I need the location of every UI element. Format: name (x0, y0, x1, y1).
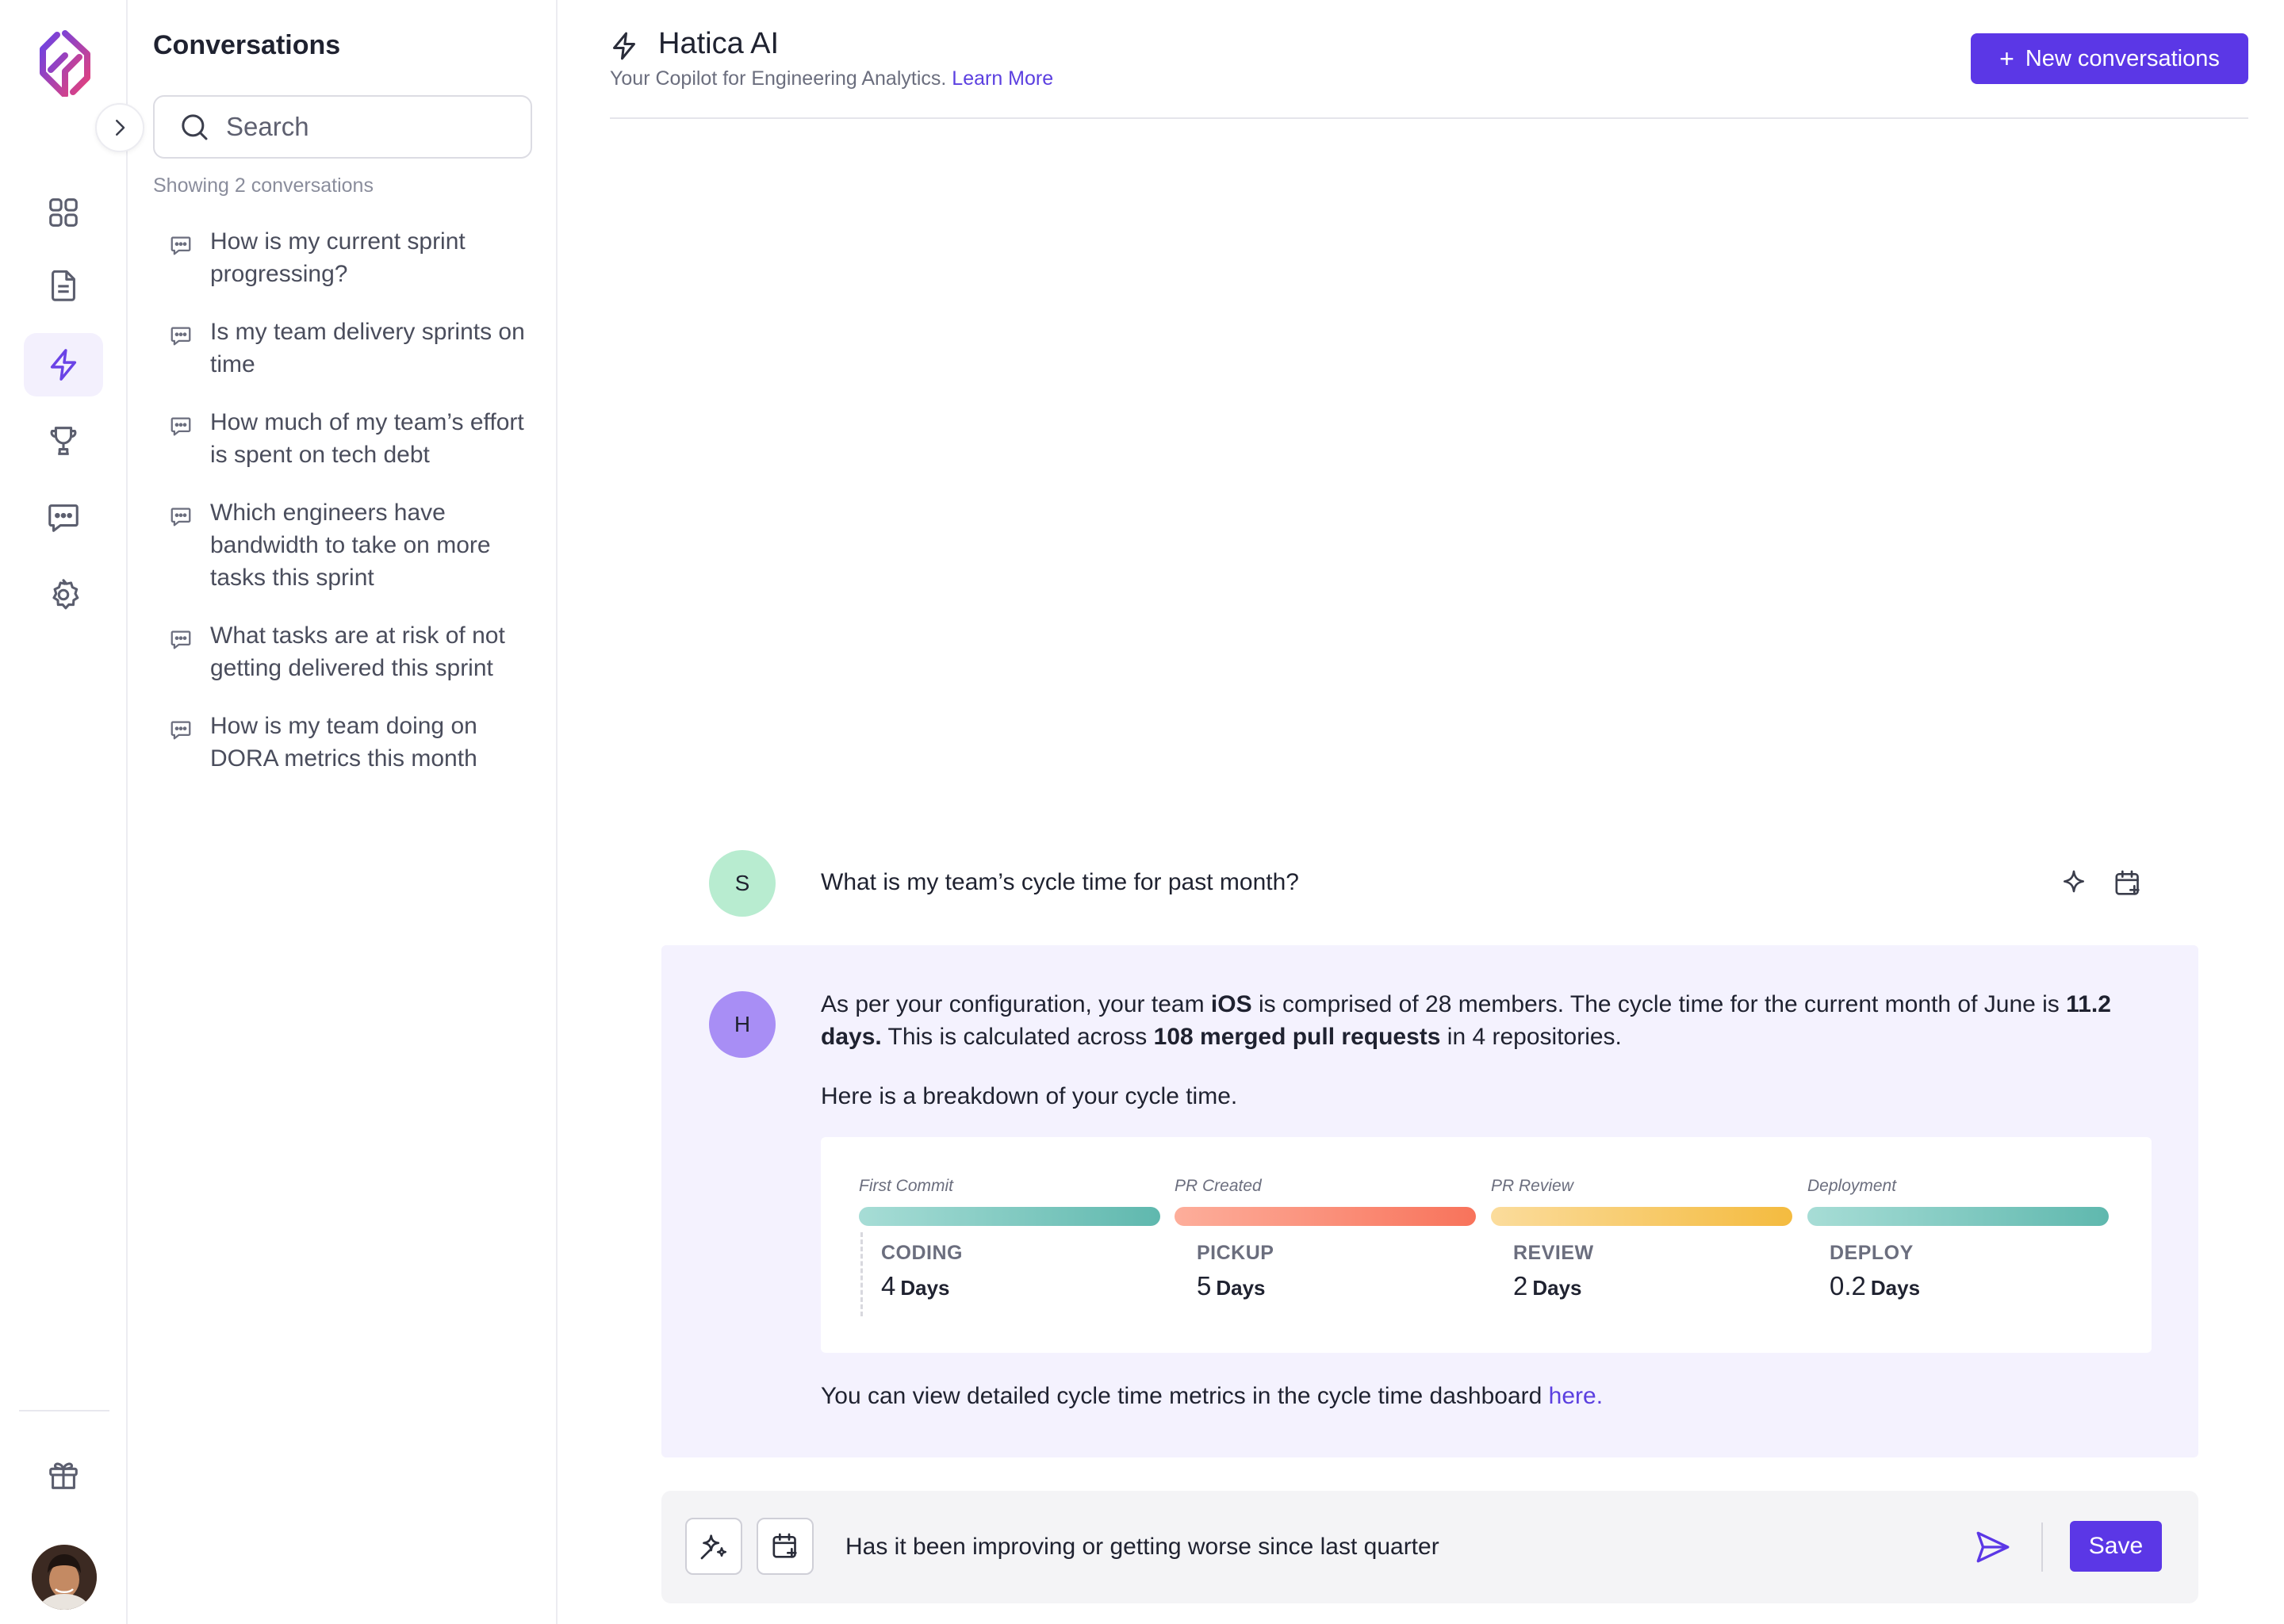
conversation-item[interactable]: How is my current sprint progressing? (169, 225, 534, 290)
stage-bar (859, 1207, 1160, 1226)
rail-divider (19, 1410, 109, 1411)
stage-value: 4 Days (881, 1271, 950, 1300)
chat-bubble-icon (171, 417, 191, 436)
answer-card: H As per your configuration, your team i… (661, 945, 2198, 1457)
magic-sparkle-icon (700, 1534, 726, 1560)
stage-label: PR Created (1175, 1177, 1262, 1195)
conversations-panel: Conversations Showing 2 conversations Ho… (129, 0, 558, 1624)
ai-suggest-button[interactable] (685, 1518, 742, 1575)
chat-icon[interactable] (24, 485, 103, 549)
gear-icon[interactable] (24, 563, 103, 626)
stage-bar (1491, 1207, 1792, 1226)
hatica-logo-icon[interactable] (33, 30, 97, 97)
breakdown-stage-coding: First Commit CODING 4 Days (859, 1177, 1160, 1301)
main-panel: Hatica AI Your Copilot for Engineering A… (559, 0, 2284, 1624)
breakdown-stage-review: PR Review REVIEW 2 Days (1491, 1177, 1792, 1301)
gift-icon[interactable] (24, 1443, 103, 1507)
stage-value: 5 Days (1197, 1271, 1266, 1300)
conversation-item[interactable]: Which engineers have bandwidth to take o… (169, 496, 534, 594)
stage-label: PR Review (1491, 1177, 1573, 1195)
chevron-right-icon (116, 120, 125, 136)
breakdown-stage-deploy: Deployment DEPLOY 0.2 Days (1807, 1177, 2109, 1301)
chat-bubble-icon (171, 327, 191, 346)
sparkle-icon[interactable] (2058, 868, 2090, 899)
stage-bar (1807, 1207, 2109, 1226)
new-conversation-button[interactable]: + New conversations (1971, 33, 2248, 84)
stage-bar (1175, 1207, 1476, 1226)
search-input[interactable] (224, 111, 510, 143)
conversations-title: Conversations (153, 30, 341, 60)
chat-bubble-icon (171, 630, 191, 649)
user-avatar: S (709, 850, 776, 917)
showing-count: Showing 2 conversations (153, 174, 374, 197)
page-subtitle: Your Copilot for Engineering Analytics. … (610, 67, 1053, 90)
composer-divider (2041, 1522, 2043, 1572)
new-conversation-label: New conversations (2025, 45, 2220, 71)
stage-label: First Commit (859, 1177, 953, 1195)
conversation-label: Is my team delivery sprints on time (210, 319, 525, 377)
conversation-label: What tasks are at risk of not getting de… (210, 622, 505, 681)
subtitle-text: Your Copilot for Engineering Analytics. (610, 67, 947, 90)
header-divider (610, 117, 2248, 119)
page-title: Hatica AI (658, 27, 780, 60)
conversation-item[interactable]: What tasks are at risk of not getting de… (169, 619, 534, 684)
stage-name: REVIEW (1513, 1242, 1594, 1264)
conversation-label: How much of my team’s effort is spent on… (210, 409, 524, 468)
bolt-icon[interactable] (24, 333, 103, 396)
breakdown-stage-pickup: PR Created PICKUP 5 Days (1175, 1177, 1476, 1301)
trophy-icon[interactable] (24, 409, 103, 473)
avatar[interactable] (32, 1545, 97, 1610)
team-name: iOS (1210, 991, 1252, 1017)
conversation-label: How is my current sprint progressing? (210, 228, 466, 287)
answer-paragraph-2: Here is a breakdown of your cycle time. (821, 1083, 1238, 1109)
chat-bubble-icon (171, 508, 191, 527)
conversation-label: Which engineers have bandwidth to take o… (210, 500, 491, 591)
icon-rail (0, 0, 128, 1624)
assistant-avatar: H (709, 991, 776, 1058)
merged-prs-value: 108 merged pull requests (1153, 1024, 1441, 1050)
calendar-add-icon (772, 1533, 797, 1558)
save-button[interactable]: Save (2070, 1521, 2162, 1572)
learn-more-link[interactable]: Learn More (952, 67, 1054, 90)
stage-name: CODING (881, 1242, 963, 1264)
chat-bubble-icon (171, 236, 191, 255)
send-icon[interactable] (1973, 1527, 2013, 1567)
cycle-time-value: 11.2 days. (821, 991, 2111, 1050)
stage-value: 0.2 Days (1830, 1271, 1921, 1300)
conversation-item[interactable]: Is my team delivery sprints on time (169, 316, 534, 381)
dashboard-link[interactable]: here. (1548, 1383, 1604, 1409)
message-input[interactable] (844, 1519, 1795, 1575)
stage-label: Deployment (1807, 1177, 1897, 1195)
question-text: What is my team’s cycle time for past mo… (821, 869, 1299, 895)
message-composer: Save (661, 1491, 2198, 1603)
document-icon[interactable] (24, 254, 103, 317)
conversation-list: How is my current sprint progressing? Is… (169, 225, 534, 800)
answer-paragraph-3: You can view detailed cycle time metrics… (821, 1383, 1604, 1409)
stage-name: DEPLOY (1830, 1242, 1914, 1264)
conversation-label: How is my team doing on DORA metrics thi… (210, 713, 477, 772)
search-box[interactable] (153, 95, 532, 159)
search-icon (182, 114, 208, 140)
collapse-sidebar-button[interactable] (95, 103, 144, 152)
conversation-item[interactable]: How is my team doing on DORA metrics thi… (169, 710, 534, 775)
chat-bubble-icon (171, 721, 191, 740)
dashed-marker (860, 1232, 863, 1316)
plus-icon: + (1999, 44, 2014, 73)
bolt-icon (613, 32, 635, 60)
cycle-time-breakdown: First Commit CODING 4 Days PR Created PIC… (821, 1137, 2152, 1353)
stage-value: 2 Days (1513, 1271, 1582, 1300)
date-range-button[interactable] (757, 1518, 814, 1575)
stage-name: PICKUP (1197, 1242, 1274, 1264)
answer-paragraph-1: As per your configuration, your team iOS… (821, 991, 2111, 1050)
grid-icon[interactable] (24, 181, 103, 244)
calendar-add-icon[interactable] (2112, 868, 2144, 899)
conversation-item[interactable]: How much of my team’s effort is spent on… (169, 406, 534, 471)
